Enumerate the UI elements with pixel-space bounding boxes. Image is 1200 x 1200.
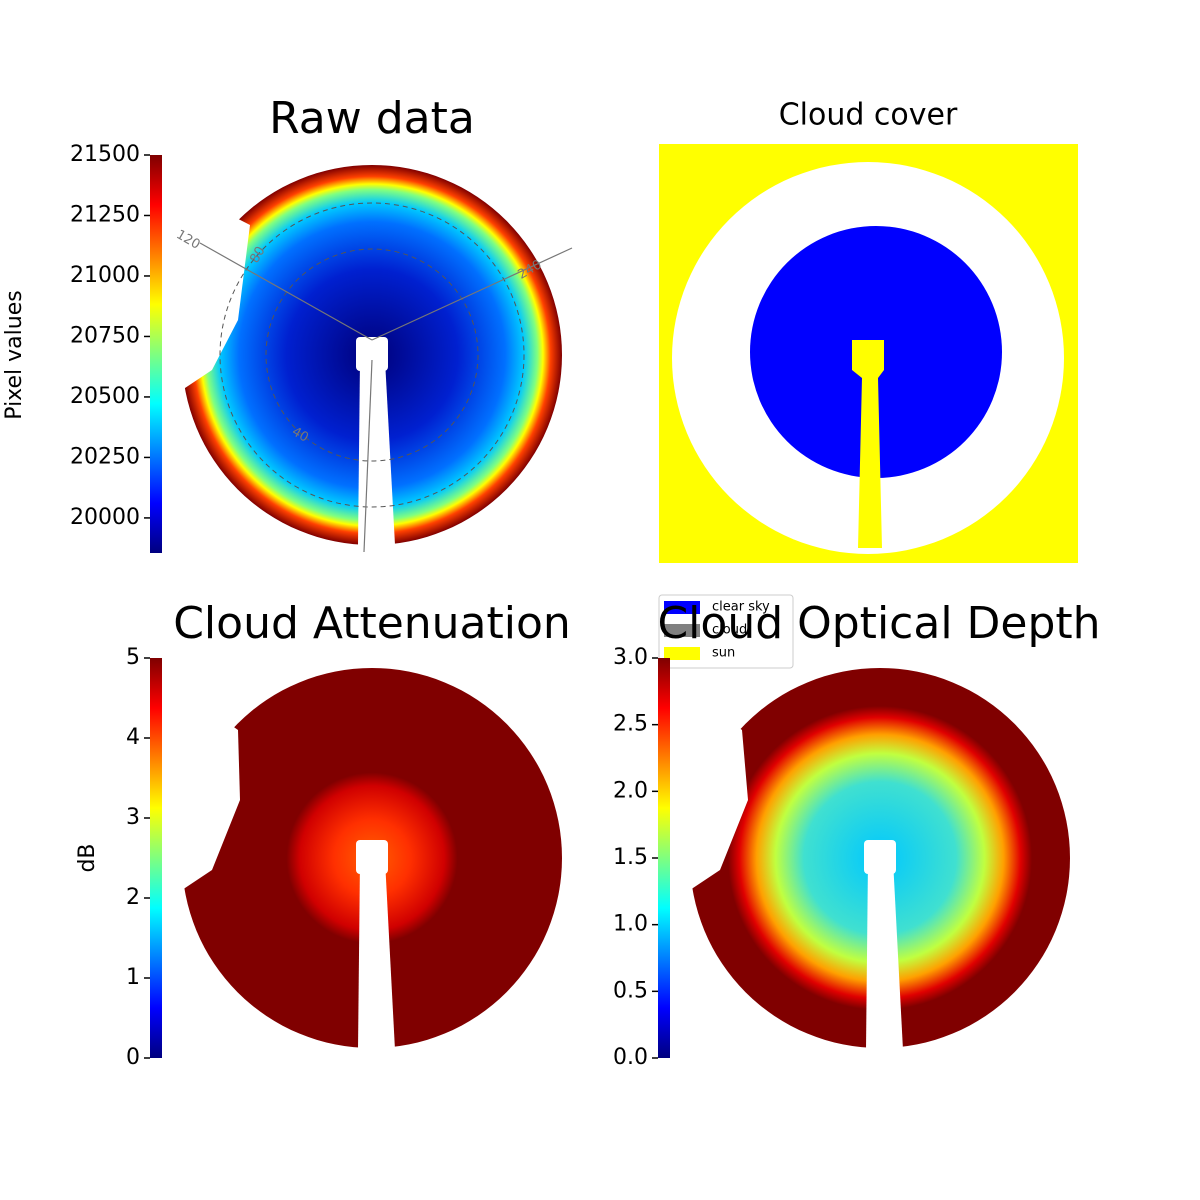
y-tick-label: 20750 <box>70 323 140 348</box>
y-tick-label: 20500 <box>70 384 140 409</box>
y-tick-label: 5 <box>126 645 140 670</box>
y-tick-label: 20000 <box>70 505 140 530</box>
y-tick-label: 1.0 <box>613 912 648 937</box>
legend-swatch <box>664 601 700 614</box>
y-tick-label: 2.5 <box>613 712 648 737</box>
y-tick-label: 21500 <box>70 142 140 167</box>
y-tick-label: 0 <box>126 1045 140 1070</box>
polar-label: 80 <box>247 244 268 266</box>
colorbar-label: dB <box>75 843 100 872</box>
y-tick-label: 1 <box>126 965 140 990</box>
legend-label: sun <box>712 646 735 661</box>
legend-label: cloud <box>712 623 747 638</box>
legend-label: clear sky <box>712 600 770 615</box>
chart-title: Raw data <box>269 93 475 144</box>
colorbar <box>150 658 162 1058</box>
y-tick-label: 2.0 <box>613 778 648 803</box>
chart-title: Cloud Attenuation <box>173 598 571 649</box>
cloud-cover-image <box>659 144 1078 563</box>
attenuation-image <box>182 668 562 1050</box>
polar-label: 40 <box>289 424 311 445</box>
y-tick-label: 1.5 <box>613 845 648 870</box>
y-tick-label: 20250 <box>70 444 140 469</box>
colorbar <box>150 155 162 553</box>
chart-title: Cloud Optical Depth <box>657 598 1100 649</box>
raw-image <box>182 165 573 553</box>
colorbar <box>658 658 670 1058</box>
y-tick-label: 21250 <box>70 202 140 227</box>
y-tick-label: 4 <box>126 725 140 750</box>
y-tick-label: 0.5 <box>613 978 648 1003</box>
y-tick-label: 0.0 <box>613 1045 648 1070</box>
y-tick-label: 3 <box>126 805 140 830</box>
optical-depth-image <box>690 668 1070 1050</box>
legend-swatch <box>664 647 700 660</box>
chart-title: Cloud cover <box>779 98 958 133</box>
legend-swatch <box>664 624 700 637</box>
colorbar-label: Pixel values <box>2 290 27 419</box>
y-tick-label: 3.0 <box>613 645 648 670</box>
y-tick-label: 21000 <box>70 263 140 288</box>
y-tick-label: 2 <box>126 885 140 910</box>
